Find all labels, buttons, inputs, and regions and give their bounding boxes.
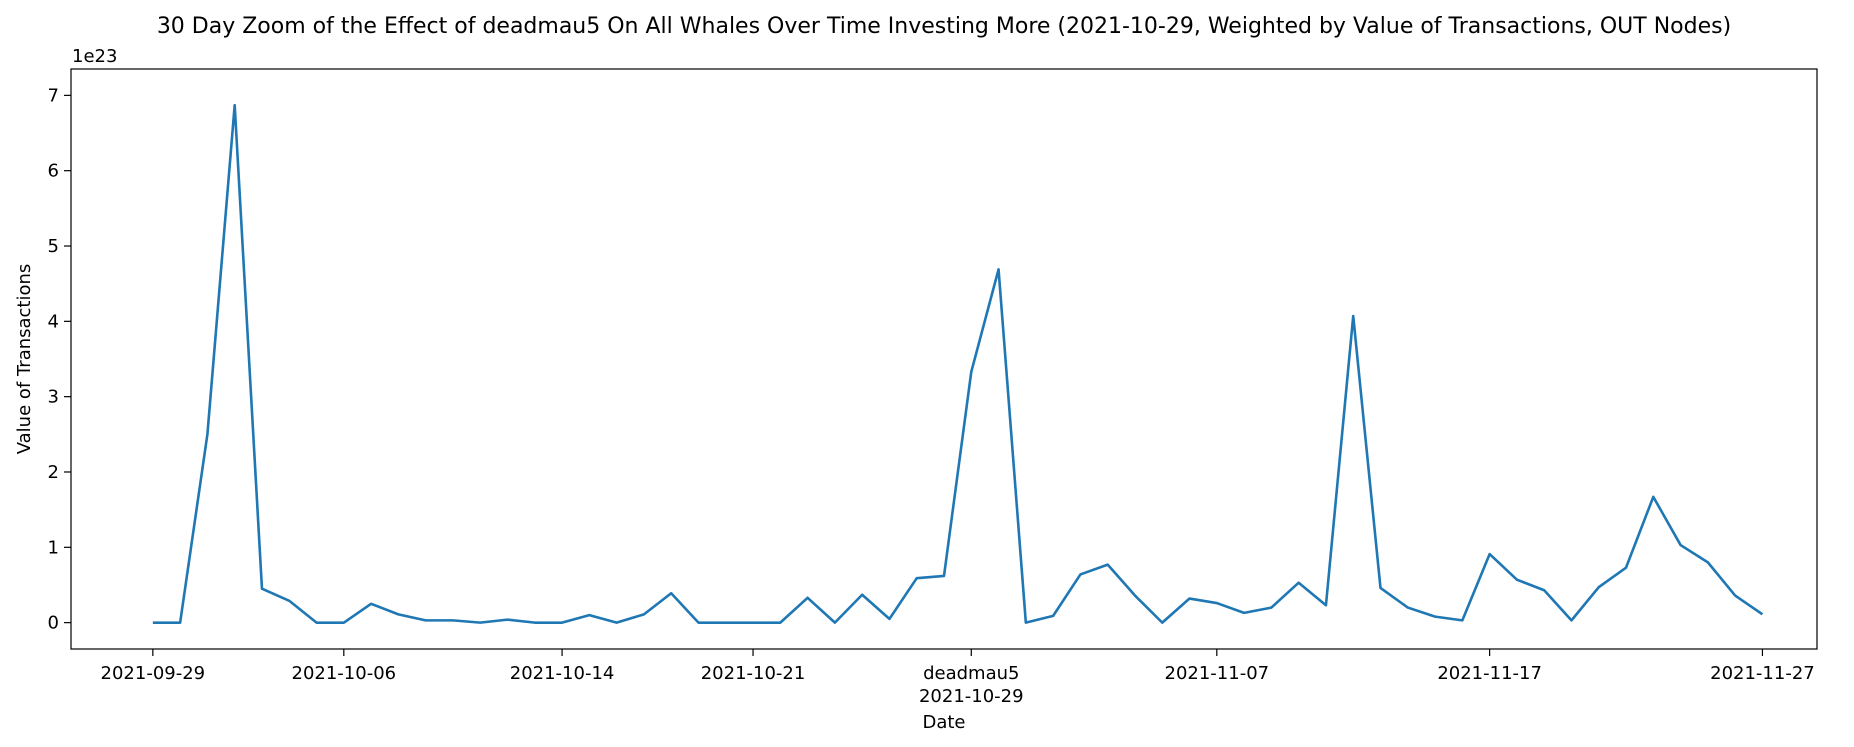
x-axis-label: Date <box>922 712 965 733</box>
y-tick-label: 3 <box>48 387 59 408</box>
y-axis: 0 1 2 3 4 5 6 7 <box>48 85 71 634</box>
x-tick-label: 2021-10-14 <box>510 663 615 684</box>
x-tick-label: 2021-10-06 <box>292 663 397 684</box>
y-tick-label: 4 <box>48 311 59 332</box>
y-tick-label: 5 <box>48 236 59 257</box>
x-tick-label: 2021-11-27 <box>1710 663 1815 684</box>
y-tick-label: 6 <box>48 161 59 182</box>
plot-area <box>70 68 1818 650</box>
x-tick-label: 2021-10-21 <box>701 663 806 684</box>
y-axis-label: Value of Transactions <box>14 264 35 455</box>
x-axis: 2021-09-29 2021-10-06 2021-10-14 2021-10-21… <box>101 649 1815 707</box>
x-tick-label: 2021-11-07 <box>1165 663 1270 684</box>
chart-title: 30 Day Zoom of the Effect of deadmau5 On… <box>157 14 1731 39</box>
x-tick-label: 2021-09-29 <box>101 663 206 684</box>
event-label: deadmau5 <box>923 663 1019 684</box>
y-tick-label: 7 <box>48 85 59 106</box>
y-tick-label: 1 <box>48 537 59 558</box>
data-line <box>152 103 1764 624</box>
y-tick-label: 0 <box>48 613 59 634</box>
y-offset-label: 1e23 <box>72 46 117 67</box>
y-tick-label: 2 <box>48 462 59 483</box>
x-tick-label: 2021-10-29 <box>919 686 1024 707</box>
x-tick-label: 2021-11-17 <box>1437 663 1542 684</box>
